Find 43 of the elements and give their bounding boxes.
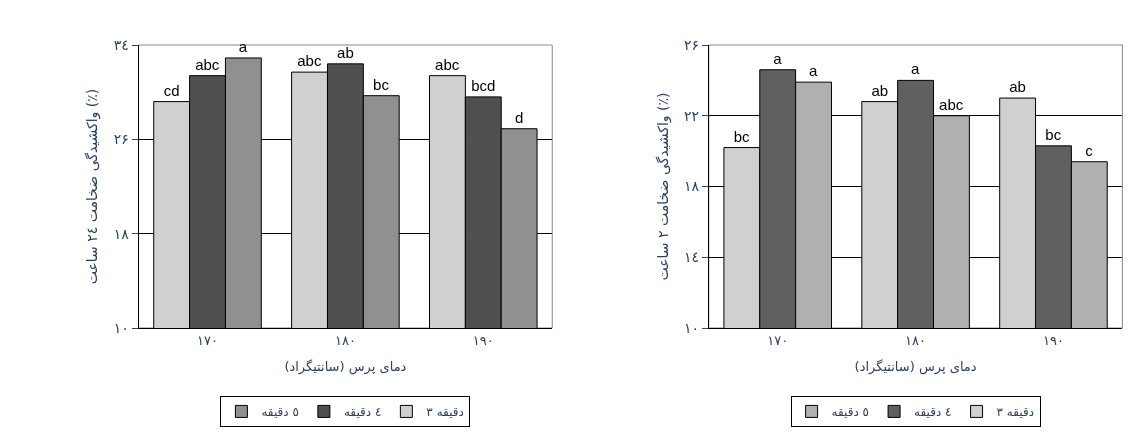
data-label: ab bbox=[1009, 78, 1026, 96]
x-tick-label: ۱۸۰ bbox=[905, 332, 927, 348]
data-label: abc bbox=[195, 55, 220, 73]
y-tick-label: ۱۸ bbox=[113, 225, 130, 242]
x-tick-label: ۱۷۰ bbox=[197, 332, 218, 348]
legend-label: ۳ دقیقه bbox=[426, 405, 464, 420]
y-tick-label: ۳٤ bbox=[113, 36, 129, 53]
y-tick-label: ۱۰ bbox=[683, 319, 699, 336]
y-axis-title: واکشیدگی ضخامت ۲ ساعت (٪) bbox=[654, 92, 672, 281]
data-label: a bbox=[809, 62, 819, 80]
data-label: bc bbox=[373, 75, 390, 93]
data-label: cd bbox=[163, 81, 180, 99]
data-label: bc bbox=[733, 127, 751, 145]
data-label: a bbox=[238, 37, 248, 55]
data-label: abc bbox=[297, 52, 322, 70]
x-tick-label: ۱۷۰ bbox=[767, 332, 789, 348]
y-tick-label: ۲۶ bbox=[113, 131, 129, 148]
legend-label: ٤ دقیقه bbox=[343, 405, 382, 420]
x-axis-title: دمای پرس (سانتیگراد) bbox=[854, 359, 977, 376]
x-tick-label: ۱۸۰ bbox=[334, 332, 356, 348]
data-label: d bbox=[514, 108, 524, 126]
data-label: bc bbox=[1045, 125, 1062, 143]
legend-label: ٥ دقیقه bbox=[261, 405, 299, 420]
x-tick-label: ۱۹۰ bbox=[1042, 332, 1064, 348]
y-tick-label: ۲۲ bbox=[683, 107, 699, 124]
y-tick-label: ۱۰ bbox=[113, 319, 129, 336]
y-tick-label: ۲۶ bbox=[683, 36, 699, 53]
data-label: c bbox=[1085, 141, 1094, 159]
x-tick-label: ۱۹۰ bbox=[472, 332, 494, 348]
data-label: ab bbox=[871, 81, 889, 99]
y-tick-label: ۱۸ bbox=[683, 178, 700, 195]
data-label: abc bbox=[939, 95, 964, 113]
data-label: a bbox=[773, 49, 783, 67]
data-label: bcd bbox=[471, 76, 496, 94]
y-tick-label: ۱٤ bbox=[683, 249, 699, 266]
x-axis-title: دمای پرس (سانتیگراد) bbox=[284, 359, 407, 376]
data-label: abc bbox=[435, 55, 460, 73]
data-label: ab bbox=[337, 43, 354, 61]
data-label: a bbox=[911, 60, 921, 78]
legend-label: ٤ دقیقه bbox=[914, 405, 952, 420]
y-axis-title: واکشیدگی ضخامت ۲٤ ساعت (٪) bbox=[84, 88, 102, 285]
legend-label: ٥ دقیقه bbox=[831, 405, 870, 420]
legend-label: ۳ دقیقه bbox=[996, 405, 1035, 420]
